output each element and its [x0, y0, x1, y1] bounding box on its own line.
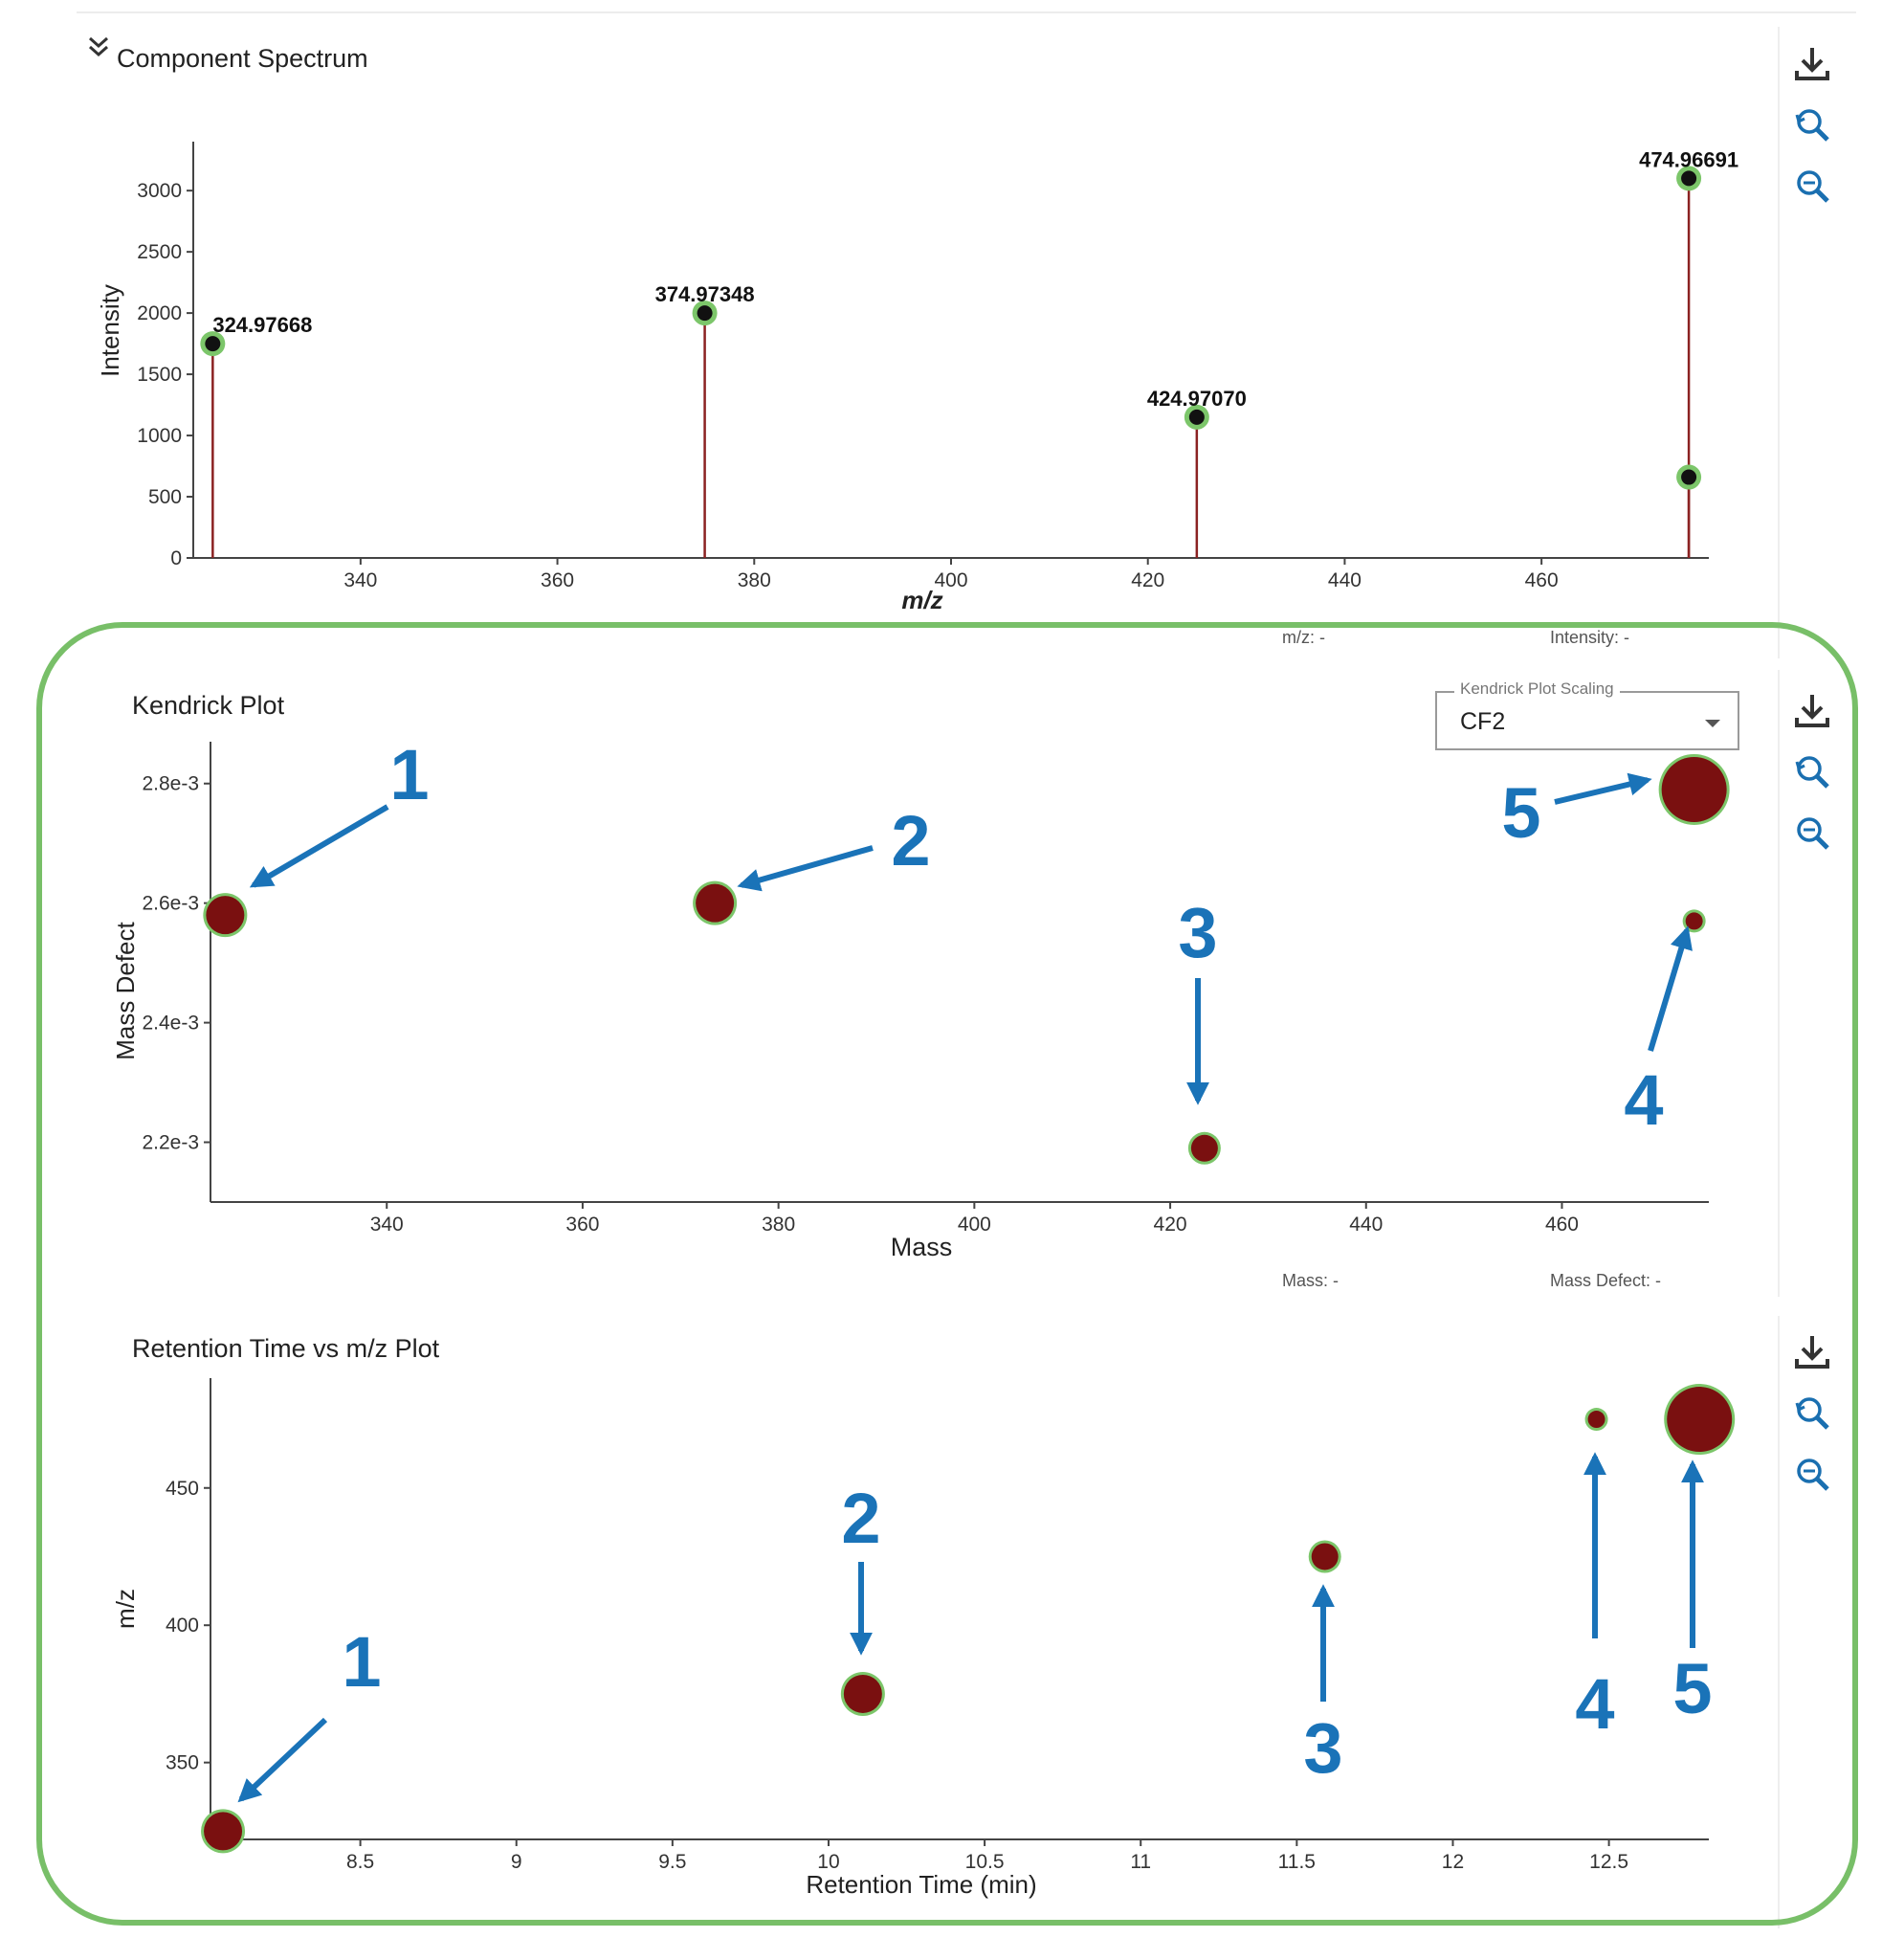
- retention-point: [1311, 1543, 1339, 1570]
- y-axis-label: Mass Defect: [111, 921, 140, 1059]
- retention-point: [843, 1674, 882, 1713]
- reset-zoom-icon[interactable]: [1791, 103, 1833, 145]
- x-tick-label: 12: [1442, 1851, 1464, 1873]
- kendrick-point: [1661, 756, 1727, 822]
- x-tick-label: 11: [1130, 1851, 1151, 1873]
- y-tick-label: 2500: [137, 241, 182, 263]
- reset-zoom-icon[interactable]: [1791, 1392, 1833, 1434]
- spectrum-peak-marker: [1681, 469, 1697, 485]
- y-tick-label: 2.6e-3: [142, 893, 199, 915]
- y-tick-label: 1500: [137, 364, 182, 386]
- y-tick-label: 0: [170, 547, 182, 569]
- download-icon[interactable]: [1791, 42, 1833, 84]
- y-tick-label: 500: [148, 486, 182, 508]
- y-axis-label: Intensity: [96, 284, 124, 377]
- mass-readout: Mass: -: [1282, 1271, 1340, 1290]
- x-axis-label: Retention Time (min): [806, 1870, 1036, 1899]
- kendrick-point: [1190, 1134, 1218, 1162]
- peak-label: 374.97348: [655, 282, 755, 306]
- component-spectrum-title: Component Spectrum: [117, 44, 368, 73]
- x-tick-label: 400: [958, 1214, 991, 1236]
- x-tick-label: 360: [541, 569, 574, 591]
- kendrick-toolbar: [1791, 689, 1849, 873]
- x-tick-label: 10.5: [965, 1851, 1005, 1873]
- spectrum-peak-marker: [205, 336, 221, 352]
- x-tick-label: 380: [762, 1214, 795, 1236]
- x-tick-label: 340: [343, 569, 377, 591]
- mz-readout: m/z: -: [1282, 628, 1325, 647]
- spectrum-peak-marker: [1188, 409, 1205, 425]
- x-tick-label: 8.5: [346, 1851, 374, 1873]
- x-axis-label: m/z: [901, 586, 942, 614]
- x-tick-label: 440: [1349, 1214, 1383, 1236]
- x-tick-label: 360: [565, 1214, 599, 1236]
- spectrum-toolbar: [1791, 42, 1849, 226]
- retention-point: [1587, 1411, 1605, 1429]
- component-spectrum-chart[interactable]: 340 360 380 400 420 440 460 0 500 1000 1500 2000 250…: [0, 0, 1882, 632]
- reset-zoom-icon[interactable]: [1791, 750, 1833, 792]
- top-divider: [77, 11, 1856, 13]
- kendrick-scaling-label: Kendrick Plot Scaling: [1454, 679, 1620, 699]
- x-tick-label: 340: [370, 1214, 404, 1236]
- download-icon[interactable]: [1791, 1330, 1833, 1372]
- peak-label: 424.97070: [1147, 387, 1247, 411]
- kendrick-plot-title: Kendrick Plot: [132, 691, 285, 720]
- caret-down-icon: [1705, 720, 1720, 727]
- kendrick-scaling-select[interactable]: Kendrick Plot Scaling CF2: [1435, 679, 1739, 750]
- retention-point: [204, 1812, 243, 1851]
- x-tick-label: 460: [1525, 569, 1559, 591]
- y-axis-label: m/z: [111, 1589, 140, 1629]
- y-tick-label: 2.8e-3: [142, 773, 199, 795]
- retention-toolbar: [1791, 1330, 1849, 1514]
- x-tick-label: 12.5: [1589, 1851, 1628, 1873]
- panel-divider: [1778, 670, 1780, 1297]
- zoom-icon[interactable]: [1791, 1453, 1833, 1495]
- y-tick-label: 3000: [137, 180, 182, 202]
- x-tick-label: 420: [1131, 569, 1164, 591]
- x-tick-label: 420: [1154, 1214, 1187, 1236]
- kendrick-point: [696, 883, 735, 923]
- peak-label: 324.97668: [212, 313, 312, 337]
- x-tick-label: 400: [934, 569, 967, 591]
- retention-plot-title: Retention Time vs m/z Plot: [132, 1334, 440, 1363]
- x-tick-label: 440: [1328, 569, 1362, 591]
- kendrick-point: [206, 896, 245, 935]
- panel-divider: [1778, 1316, 1780, 1928]
- retention-point: [1667, 1387, 1733, 1453]
- zoom-icon[interactable]: [1791, 812, 1833, 854]
- y-tick-label: 2.2e-3: [142, 1132, 199, 1154]
- y-tick-label: 2000: [137, 302, 182, 324]
- panel-divider: [1778, 27, 1780, 658]
- y-tick-label: 400: [166, 1615, 199, 1637]
- peak-label: 474.96691: [1639, 147, 1738, 171]
- x-tick-label: 9: [511, 1851, 522, 1873]
- chevron-double-down-icon[interactable]: [84, 34, 113, 63]
- y-tick-label: 1000: [137, 425, 182, 447]
- x-tick-label: 11.5: [1278, 1851, 1316, 1873]
- y-tick-label: 2.4e-3: [142, 1013, 199, 1035]
- download-icon[interactable]: [1791, 689, 1833, 731]
- x-tick-label: 460: [1545, 1214, 1579, 1236]
- y-tick-label: 350: [166, 1752, 199, 1774]
- x-axis-label: Mass: [891, 1233, 953, 1261]
- intensity-readout: Intensity: -: [1550, 628, 1630, 647]
- kendrick-scaling-value: CF2: [1460, 708, 1506, 735]
- kendrick-plot-chart[interactable]: 340 360 380 400 420 440 460 2.2e-3 2.4e-3 2.6e-3 2…: [0, 0, 1882, 1282]
- spectrum-peak-marker: [697, 305, 713, 322]
- spectrum-peak-marker: [1681, 170, 1697, 187]
- x-tick-label: 380: [738, 569, 771, 591]
- y-tick-label: 450: [166, 1478, 199, 1500]
- x-tick-label: 9.5: [658, 1851, 686, 1873]
- x-tick-label: 10: [817, 1851, 839, 1873]
- mass-defect-readout: Mass Defect: -: [1550, 1271, 1662, 1290]
- zoom-icon[interactable]: [1791, 165, 1833, 207]
- kendrick-point: [1685, 912, 1703, 930]
